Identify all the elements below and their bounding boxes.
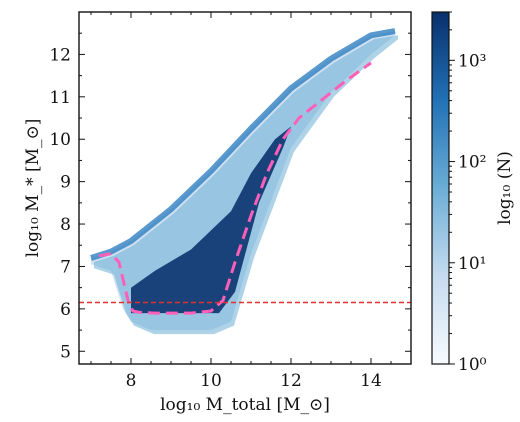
x-tick-label: 8 bbox=[126, 371, 137, 391]
series-layer bbox=[79, 61, 411, 315]
density-core bbox=[131, 126, 291, 314]
x-axis-ticks: 8 10 12 14 bbox=[90, 12, 412, 391]
median-line bbox=[98, 61, 372, 315]
colorbar-ticks: 10⁰ 10¹ 10² 10³ bbox=[449, 11, 487, 375]
plot-area: 8 10 12 14 5 6 7 8 9 10 11 12 bbox=[49, 11, 412, 391]
y-axis-ticks: 5 6 7 8 9 10 11 12 bbox=[49, 32, 411, 362]
x-tick-label: 10 bbox=[200, 371, 222, 391]
density-upper-ridge bbox=[90, 28, 396, 261]
y-axis-label: log₁₀ M_* [M_⊙] bbox=[23, 119, 43, 258]
x-tick-label: 14 bbox=[360, 371, 382, 391]
y-tick-label: 6 bbox=[60, 300, 71, 320]
colorbar-gradient bbox=[431, 11, 450, 365]
colorbar-tick-label: 10³ bbox=[458, 51, 486, 71]
y-tick-label: 8 bbox=[60, 215, 71, 235]
y-tick-label: 12 bbox=[49, 45, 71, 65]
y-tick-label: 11 bbox=[49, 88, 71, 108]
x-tick-label: 12 bbox=[280, 371, 302, 391]
density-hexbin-cloud bbox=[90, 28, 398, 335]
y-tick-label: 9 bbox=[60, 173, 71, 193]
colorbar: 10⁰ 10¹ 10² 10³ log₁₀ (N) bbox=[431, 11, 515, 375]
y-tick-label: 10 bbox=[49, 130, 71, 150]
colorbar-tick-label: 10⁰ bbox=[458, 355, 487, 375]
x-axis-label: log₁₀ M_total [M_⊙] bbox=[160, 395, 330, 415]
y-tick-label: 7 bbox=[60, 257, 71, 277]
colorbar-tick-label: 10¹ bbox=[458, 254, 486, 274]
colorbar-tick-label: 10² bbox=[458, 153, 486, 173]
plot-frame bbox=[78, 11, 412, 365]
colorbar-label: log₁₀ (N) bbox=[495, 151, 515, 225]
y-tick-label: 5 bbox=[60, 342, 71, 362]
